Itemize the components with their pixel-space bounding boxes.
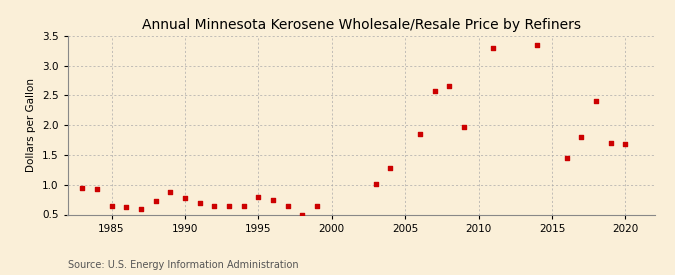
Point [282,204,293,208]
Point [194,200,205,205]
Point [223,204,234,208]
Point [209,204,219,208]
Point [561,156,572,160]
Point [267,197,278,202]
Point [165,190,176,195]
Point [106,204,117,208]
Point [297,212,308,217]
Point [385,166,396,170]
Point [136,206,146,211]
Point [414,132,425,136]
Point [121,205,132,210]
Point [576,135,587,139]
Point [312,204,323,208]
Point [253,195,264,199]
Point [77,186,88,191]
Point [238,204,249,208]
Point [443,84,454,89]
Point [532,42,543,47]
Point [91,187,102,191]
Point [605,141,616,145]
Point [429,88,440,93]
Text: Source: U.S. Energy Information Administration: Source: U.S. Energy Information Administ… [68,260,298,270]
Point [488,46,499,51]
Point [591,99,601,103]
Y-axis label: Dollars per Gallon: Dollars per Gallon [26,78,36,172]
Point [620,142,630,146]
Point [150,199,161,203]
Point [458,125,469,129]
Title: Annual Minnesota Kerosene Wholesale/Resale Price by Refiners: Annual Minnesota Kerosene Wholesale/Resa… [142,18,580,32]
Point [371,182,381,186]
Point [180,196,190,200]
